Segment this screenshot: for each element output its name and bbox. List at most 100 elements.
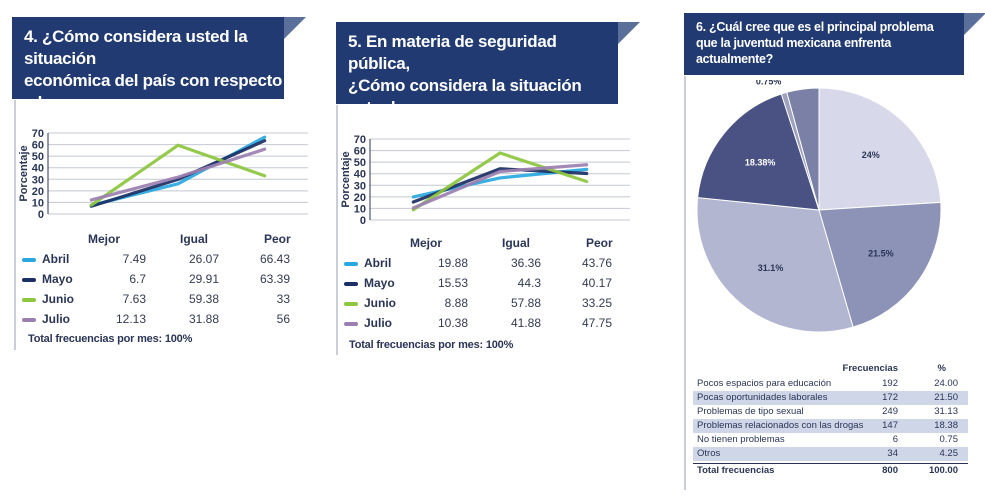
data-value: 44.3: [517, 276, 541, 290]
pie-slice-label: 24%: [862, 150, 880, 160]
chart1-title-line-3: un año?: [24, 115, 88, 134]
data-value: 33.25: [581, 296, 612, 310]
data-value: 63.39: [259, 272, 290, 286]
row-freq: 249: [882, 406, 898, 417]
data-value: 66.43: [259, 252, 290, 266]
row-pct: 21.50: [934, 392, 958, 403]
chart3-title-line-3: actualmente?: [696, 52, 773, 66]
series-label: Julio: [42, 312, 71, 326]
category-label: Peor: [586, 236, 613, 250]
row-freq: 147: [882, 420, 898, 431]
pie-slice-label: 31.1%: [758, 263, 784, 273]
chart2-title-line-3: con respecto a la de hace un año?: [348, 120, 616, 139]
data-value: 41.88: [510, 316, 541, 330]
legend-swatch: [22, 318, 36, 322]
data-value: 26.07: [188, 252, 219, 266]
ftab-header: Frecuencias %: [693, 362, 968, 376]
table-row: Pocos espacios para educación 192 24.00: [693, 377, 968, 391]
chart1-title-line-1: 4. ¿Cómo considera usted la situación: [24, 27, 248, 68]
chart2-title-banner: 5. En materia de seguridad pública, ¿Cóm…: [336, 22, 640, 139]
series-line-junio: [89, 143, 267, 207]
row-pct: 0.75: [939, 434, 959, 445]
chart1-title-line-2: económica del país con respecto a hace: [24, 71, 283, 112]
data-value: 8.88: [444, 296, 468, 310]
chart1-title: 4. ¿Cómo considera usted la situación ec…: [24, 26, 284, 136]
y-tick-label: 70: [354, 134, 366, 146]
series-label: Mayo: [364, 276, 395, 290]
pie-slice: [696, 197, 854, 333]
y-tick-label: 0: [360, 215, 366, 227]
table-row: Junio 8.88 57.88 33.25: [344, 294, 634, 314]
row-label: Pocos espacios para educación: [697, 378, 832, 389]
legend-swatch: [22, 278, 36, 282]
legend-swatch: [22, 258, 36, 262]
legend-swatch: [344, 282, 358, 286]
pie-slice: [786, 87, 820, 211]
category-label: Igual: [180, 232, 209, 246]
pie-slice-label: 21.5%: [868, 248, 894, 258]
data-value: 47.75: [581, 316, 612, 330]
row-label: Otros: [697, 448, 721, 459]
chart1-left-rule: [14, 100, 16, 350]
legend-swatch: [344, 322, 358, 326]
chart2-title-line-2: ¿Cómo considera la situación actual: [348, 76, 582, 117]
row-label: Problemas de tipo sexual: [697, 406, 804, 417]
data-value: 40.17: [581, 276, 612, 290]
series-line-julio: [411, 163, 589, 210]
row-pct: 100.00: [928, 465, 958, 476]
y-tick-label: 40: [32, 163, 44, 175]
pie-slice-label: 4.25%: [796, 80, 822, 82]
table-row: No tienen problemas 6 0.75: [693, 433, 968, 447]
table-header-row: Mejor Igual Peor: [344, 234, 634, 254]
series-line-mayo: [89, 139, 267, 208]
row-freq: 800: [882, 465, 898, 476]
legend-swatch: [344, 302, 358, 306]
series-label: Abril: [364, 256, 392, 270]
y-tick-label: 30: [32, 174, 44, 186]
row-label: Total frecuencias: [697, 465, 775, 476]
pie-slice: [818, 87, 942, 211]
data-value: 19.88: [437, 256, 468, 270]
data-value: 33: [276, 292, 290, 306]
category-label: Igual: [502, 236, 531, 250]
row-freq: 192: [882, 378, 898, 389]
table-row: Mayo 6.7 29.91 63.39: [22, 270, 312, 290]
chart2-data-table: Mejor Igual Peor Abril 19.88 36.36 43.76 Mayo 15…: [344, 234, 634, 334]
table-row: Pocas oportunidades laborales 172 21.50: [693, 391, 968, 405]
y-axis-label: Porcentaje: [340, 151, 352, 207]
y-tick-label: 20: [354, 192, 366, 204]
row-pct: 18.38: [934, 420, 958, 431]
data-value: 59.38: [188, 292, 219, 306]
row-label: No tienen problemas: [697, 434, 785, 445]
chart1-total-note: Total frecuencias por mes: 100%: [28, 333, 193, 345]
series-label: Julio: [364, 316, 393, 330]
data-value: 10.38: [437, 316, 468, 330]
y-tick-label: 20: [32, 186, 44, 198]
table-row: Abril 7.49 26.07 66.43: [22, 250, 312, 270]
table-row: Julio 10.38 41.88 47.75: [344, 314, 634, 334]
chart2-left-rule: [336, 105, 338, 355]
series-label: Junio: [42, 292, 74, 306]
pie-slice: [697, 93, 820, 211]
data-value: 56: [276, 312, 290, 326]
y-tick-label: 30: [354, 180, 366, 192]
row-freq: 6: [892, 434, 898, 445]
row-freq: 172: [882, 392, 898, 403]
chart3-left-rule: [684, 76, 686, 490]
chart2-title: 5. En materia de seguridad pública, ¿Cóm…: [348, 31, 618, 141]
y-tick-label: 50: [32, 151, 44, 163]
data-value: 36.36: [510, 256, 541, 270]
data-value: 12.13: [115, 312, 146, 326]
chart1-title-banner: 4. ¿Cómo considera usted la situación ec…: [12, 17, 306, 134]
category-label: Mejor: [88, 232, 121, 246]
chart3-title-line-2: que la juventud mexicana enfrenta: [696, 36, 892, 50]
table-row: Otros 34 4.25: [693, 447, 968, 461]
table-row: Problemas de tipo sexual 249 31.13: [693, 405, 968, 419]
y-tick-label: 70: [32, 128, 44, 140]
chart2-total-note: Total frecuencias por mes: 100%: [349, 339, 514, 351]
row-pct: 31.13: [934, 406, 958, 417]
data-value: 7.63: [122, 292, 146, 306]
table-row: Problemas relacionados con las drogas 14…: [693, 419, 968, 433]
